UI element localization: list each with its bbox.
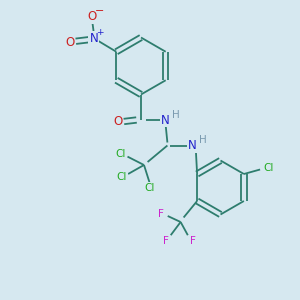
Text: +: + bbox=[96, 28, 103, 37]
Text: H: H bbox=[172, 110, 179, 120]
Text: O: O bbox=[113, 115, 122, 128]
Text: Cl: Cl bbox=[116, 172, 127, 182]
Text: N: N bbox=[89, 32, 98, 45]
Text: O: O bbox=[88, 10, 97, 23]
Text: N: N bbox=[160, 113, 169, 127]
Text: F: F bbox=[190, 236, 196, 247]
Text: Cl: Cl bbox=[116, 148, 126, 159]
Text: Cl: Cl bbox=[263, 163, 274, 173]
Text: H: H bbox=[199, 135, 206, 145]
Text: F: F bbox=[163, 236, 169, 247]
Text: F: F bbox=[158, 208, 164, 219]
Text: Cl: Cl bbox=[144, 183, 154, 193]
Text: −: − bbox=[94, 6, 104, 16]
Text: O: O bbox=[65, 36, 74, 49]
Text: N: N bbox=[188, 139, 196, 152]
